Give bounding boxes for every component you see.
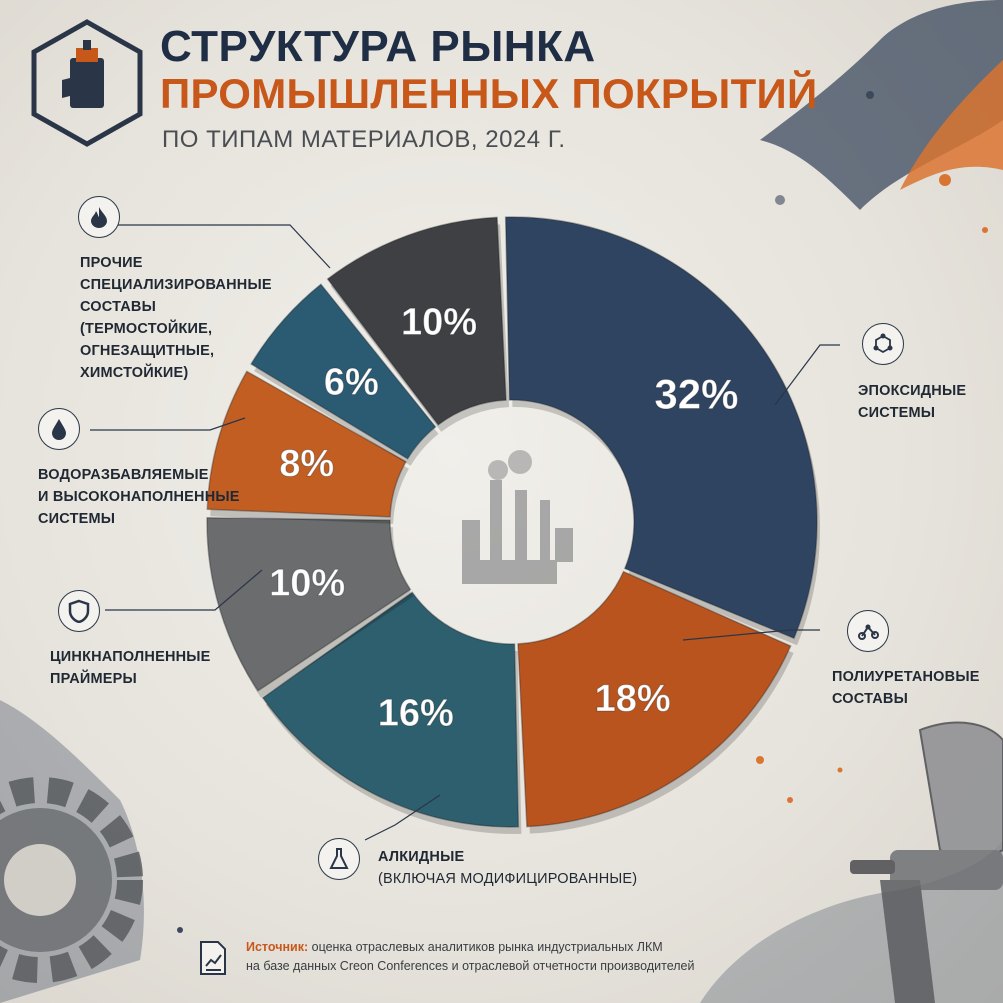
slice-value-label: 6% bbox=[324, 361, 379, 403]
factory-icon bbox=[462, 450, 573, 584]
donut-slice bbox=[517, 570, 792, 828]
page-subtitle: ПО ТИПАМ МАТЕРИАЛОВ, 2024 Г. bbox=[162, 126, 566, 153]
flame-icon bbox=[78, 196, 120, 238]
label-zinc: ЦИНКНАПОЛНЕННЫЕ ПРАЙМЕРЫ bbox=[50, 649, 211, 687]
slice-value-label: 18% bbox=[595, 678, 671, 720]
spray-gun-icon bbox=[850, 721, 1003, 1003]
slice-value-label: 8% bbox=[279, 443, 334, 485]
donut-slice bbox=[206, 516, 412, 692]
donut-slice bbox=[326, 216, 507, 426]
donut-slice bbox=[261, 591, 520, 828]
label-epoxy: ЭПОКСИДНЫЕ СИСТЕМЫ bbox=[858, 383, 967, 421]
gear-icon bbox=[0, 777, 143, 983]
document-chart-icon bbox=[200, 941, 226, 975]
source-note: Источник: оценка отраслевых аналитиков р… bbox=[246, 940, 695, 973]
page-title: СТРУКТУРА РЫНКА bbox=[160, 22, 596, 71]
donut-slice bbox=[504, 216, 818, 640]
label-alkyd: АЛКИДНЫЕ (ВКЛЮЧАЯ МОДИФИЦИРОВАННЫЕ) bbox=[378, 849, 638, 887]
slice-value-label: 32% bbox=[654, 371, 738, 418]
slice-value-label: 16% bbox=[378, 693, 454, 735]
molecule-icon bbox=[847, 610, 889, 652]
flask-icon bbox=[318, 838, 360, 880]
donut-slice bbox=[206, 370, 407, 518]
label-polyurethane: ПОЛИУРЕТАНОВЫЕ СОСТАВЫ bbox=[832, 669, 980, 707]
label-waterborne: ВОДОРАЗБАВЛЯЕМЫЕ И ВЫСОКОНАПОЛНЕННЫЕ СИС… bbox=[38, 467, 240, 527]
slice-value-label: 10% bbox=[401, 301, 477, 343]
paint-bucket-icon bbox=[31, 19, 143, 147]
molecule-icon bbox=[862, 323, 904, 365]
page-title-accent: ПРОМЫШЛЕННЫХ ПОКРЫТИЙ bbox=[160, 70, 818, 117]
slice-value-label: 10% bbox=[269, 562, 345, 604]
label-other: ПРОЧИЕ СПЕЦИАЛИЗИРОВАННЫЕ СОСТАВЫ (ТЕРМО… bbox=[80, 255, 272, 381]
shield-icon bbox=[58, 590, 100, 632]
donut-slice bbox=[250, 283, 437, 460]
drop-icon bbox=[38, 408, 80, 450]
